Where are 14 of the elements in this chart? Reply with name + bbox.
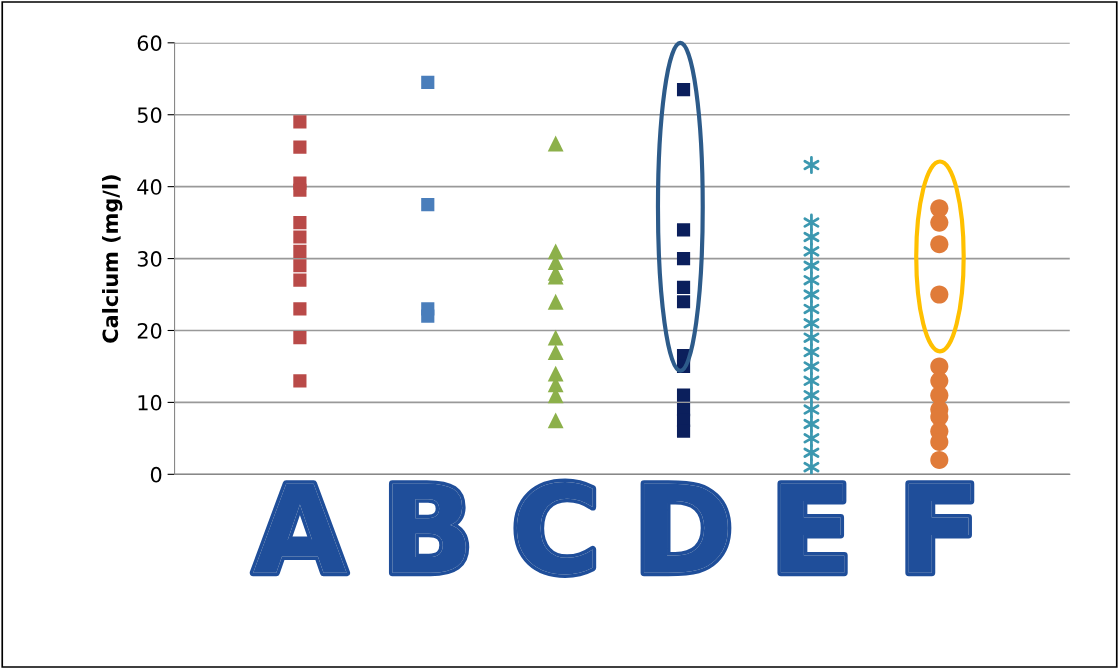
y-tick-label: 60 — [137, 35, 162, 52]
y-tick-label: 40 — [137, 179, 162, 195]
x-tick-label: D — [644, 483, 728, 573]
y-tick-label: 0 — [150, 466, 162, 483]
y-tick-label: 20 — [137, 322, 162, 339]
x-tick-label: B — [392, 483, 466, 573]
y-tick-label: 50 — [137, 107, 162, 123]
y-axis-title: Calcium (mg/l) — [102, 175, 123, 343]
y-tick-label: 10 — [138, 394, 162, 411]
y-tick-label: 30 — [137, 251, 162, 267]
x-tick-label: C — [516, 482, 593, 575]
x-tick-label: F — [908, 483, 971, 573]
x-tick-label: E — [780, 483, 845, 573]
x-tick-label: A — [253, 483, 347, 573]
